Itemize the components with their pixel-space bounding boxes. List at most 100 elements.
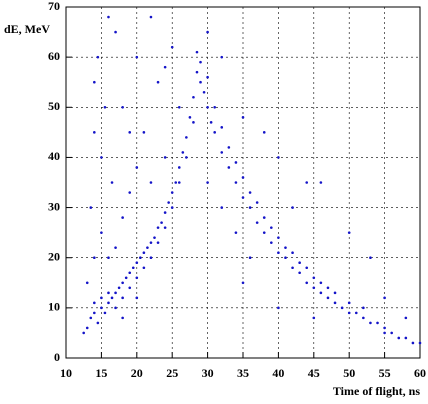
point	[284, 256, 287, 260]
point	[213, 131, 216, 134]
point	[333, 301, 337, 305]
point	[174, 181, 178, 184]
point	[206, 75, 209, 79]
point	[135, 55, 139, 59]
point	[234, 181, 238, 184]
point	[376, 321, 379, 325]
point	[241, 116, 245, 119]
point	[93, 256, 96, 260]
point	[277, 251, 280, 254]
point	[241, 196, 245, 199]
point	[404, 336, 408, 340]
point	[170, 191, 174, 194]
point	[128, 286, 132, 290]
point	[82, 331, 85, 335]
point	[312, 316, 316, 320]
point	[114, 306, 117, 310]
point	[199, 60, 202, 64]
y-tick-label: 50	[48, 99, 60, 113]
point	[146, 246, 149, 249]
point	[103, 311, 107, 315]
point	[220, 151, 224, 154]
point	[199, 80, 202, 84]
point	[326, 286, 330, 290]
point	[347, 311, 351, 315]
point	[227, 146, 231, 149]
y-tick-label: 40	[48, 149, 60, 163]
point	[163, 226, 167, 229]
x-tick-label: 25	[166, 366, 178, 380]
point	[270, 241, 273, 244]
point	[163, 65, 167, 69]
point	[202, 90, 206, 94]
point	[93, 311, 96, 315]
point	[107, 15, 110, 19]
point	[241, 176, 245, 179]
point	[121, 316, 124, 320]
y-tick-label: 0	[54, 350, 60, 364]
point	[114, 30, 117, 34]
point	[291, 251, 294, 254]
point	[149, 241, 153, 244]
point	[85, 281, 89, 285]
point	[209, 121, 213, 124]
point	[149, 181, 153, 184]
point	[85, 326, 89, 330]
point	[114, 291, 117, 295]
point	[277, 156, 280, 159]
point	[142, 266, 146, 270]
point	[195, 70, 199, 74]
point	[128, 131, 132, 134]
point	[167, 201, 170, 204]
point	[93, 80, 96, 84]
point	[114, 246, 117, 249]
point	[121, 216, 124, 219]
x-tick-label: 20	[131, 366, 143, 380]
point	[227, 166, 231, 169]
point	[192, 121, 195, 124]
point	[277, 236, 280, 239]
point	[319, 281, 323, 285]
point	[312, 286, 316, 290]
point	[248, 256, 252, 260]
x-tick-label: 10	[60, 366, 72, 380]
point	[170, 206, 174, 209]
point	[135, 261, 139, 265]
point	[107, 291, 110, 295]
point	[347, 231, 351, 234]
point	[100, 156, 103, 159]
point	[110, 181, 114, 184]
y-tick-label: 10	[48, 300, 60, 314]
point	[206, 30, 209, 34]
point	[142, 251, 146, 254]
point	[149, 15, 153, 19]
x-tick-label: 55	[379, 366, 391, 380]
point	[220, 126, 224, 129]
point	[156, 241, 160, 244]
point	[298, 271, 301, 275]
point	[220, 206, 224, 209]
point	[206, 105, 209, 109]
point	[369, 321, 372, 325]
point	[206, 181, 209, 184]
point	[163, 156, 167, 159]
point	[163, 211, 167, 214]
y-tick-label: 60	[48, 49, 60, 63]
x-tick-label: 40	[272, 366, 284, 380]
point	[89, 316, 93, 320]
point	[404, 316, 408, 320]
point	[139, 256, 142, 260]
point	[383, 296, 386, 300]
y-tick-label: 70	[48, 0, 60, 13]
point	[107, 256, 110, 260]
point	[326, 296, 330, 300]
x-tick-label: 50	[343, 366, 355, 380]
point	[291, 206, 294, 209]
point	[305, 266, 309, 270]
y-tick-label: 30	[48, 199, 60, 213]
point	[142, 131, 146, 134]
point	[262, 131, 266, 134]
point	[124, 276, 128, 280]
point	[121, 296, 124, 300]
